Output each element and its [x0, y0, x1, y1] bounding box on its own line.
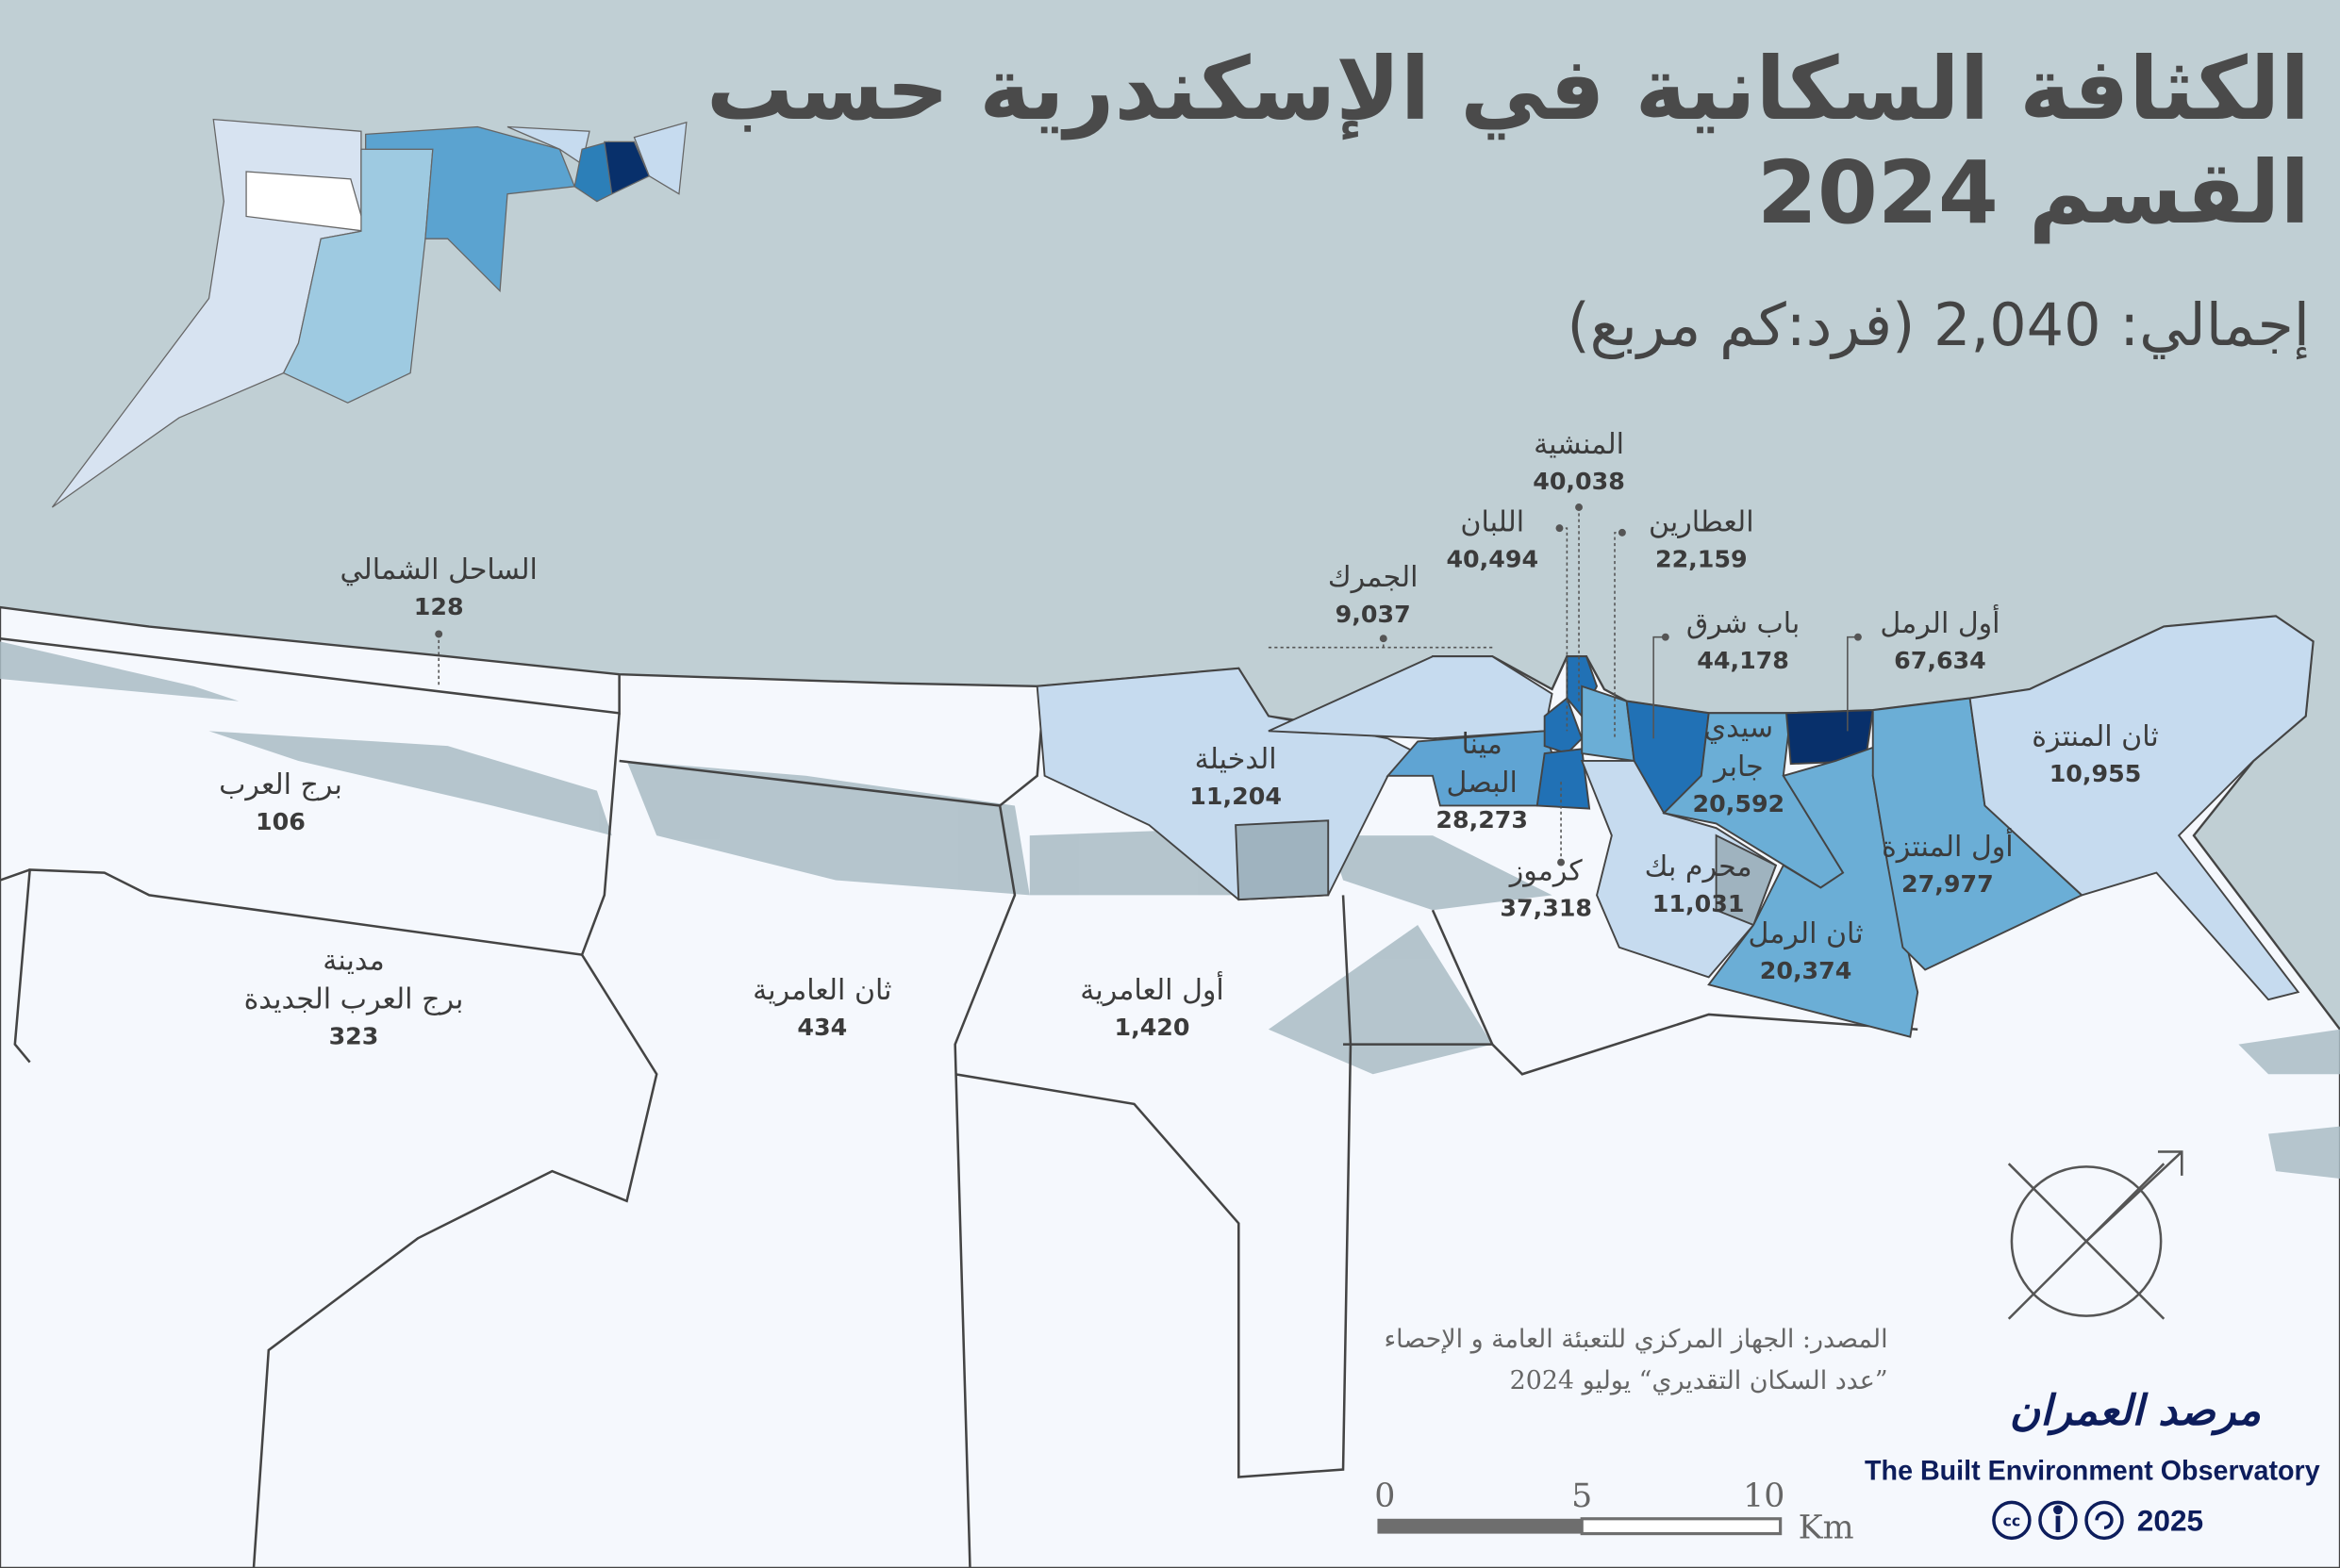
district-name: برج العرب الجديدة [244, 983, 464, 1016]
page-title-line-2: القسم 2024 [1756, 142, 2310, 243]
district-label: سيدي جابر 20,592 [1693, 712, 1785, 817]
district-name: مينا [1461, 728, 1502, 761]
district-label: الساحل الشمالي 128 [340, 553, 538, 620]
scale-tick-10: 10 [1743, 1477, 1784, 1515]
district-name: أول العامرية [1080, 970, 1224, 1007]
district-name: باب شرق [1686, 607, 1800, 640]
district-name: كرموز [1508, 855, 1584, 888]
district-density-value: 40,038 [1533, 468, 1625, 495]
north-arrow-icon [2007, 1150, 2183, 1320]
district-thani-montaza [1968, 615, 2315, 1001]
logo-english: The Built Environment Observatory [1865, 1456, 2320, 1487]
district-density-value: 20,374 [1760, 957, 1852, 984]
license-icons: cc [1992, 1500, 2124, 1541]
districts-east [1036, 615, 2315, 1038]
source-line-1: المصدر: الجهاز المركزي للتعبئة العامة و … [1385, 1325, 1888, 1354]
district-label: برج العرب 106 [219, 768, 342, 835]
page-subtitle: إجمالي: 2,040 (فرد:كم مربع) [1567, 290, 2310, 359]
district-label: أول العامرية 1,420 [1080, 970, 1224, 1041]
district-name: الدخيلة [1195, 743, 1277, 776]
district-label: اللبان 40,494 [1446, 505, 1538, 572]
leader-dots [435, 503, 1862, 867]
district-density-value: 11,204 [1189, 783, 1282, 810]
district-name: محرم بك [1645, 850, 1752, 883]
district-label: ثان المنتزة 10,955 [2032, 720, 2158, 787]
district-label: كرموز 37,318 [1500, 855, 1592, 922]
district-density-value: 40,494 [1446, 545, 1538, 572]
district-density-value: 9,037 [1336, 601, 1411, 628]
district-name: برج العرب [219, 768, 342, 801]
district-dekheila-gray [1235, 819, 1330, 901]
district-label: ثان العامرية 434 [753, 974, 891, 1041]
district-name: العطارين [1649, 505, 1754, 538]
district-density-value: 11,031 [1652, 890, 1745, 917]
district-label: محرم بك 11,031 [1645, 850, 1752, 917]
district-name: ثان العامرية [753, 974, 891, 1007]
page-title-line-1: الكثافة السكانية في الإسكندرية حسب [705, 39, 2310, 140]
district-label: باب شرق 44,178 [1686, 607, 1800, 674]
district-density-value: 106 [256, 808, 306, 835]
district-density-value: 22,159 [1655, 545, 1748, 572]
district-density-value: 27,977 [1901, 870, 1994, 898]
district-name: الساحل الشمالي [340, 553, 538, 586]
source-line-2: ”عدد السكان التقديري“ يوليو 2024 [1510, 1366, 1888, 1395]
district-labban [1543, 696, 1584, 755]
district-density-value: 1,420 [1114, 1014, 1189, 1041]
district-label: الدخيلة 11,204 [1189, 743, 1282, 810]
district-density-value: 37,318 [1500, 895, 1592, 922]
logo-arabic: مرصد العمران [2010, 1387, 2262, 1436]
district-density-value: 67,634 [1894, 647, 1986, 674]
district-label: مدينة برج العرب الجديدة 323 [244, 944, 464, 1049]
district-name: اللبان [1460, 505, 1524, 538]
by-icon [2038, 1500, 2078, 1541]
district-density-value: 28,273 [1436, 806, 1528, 834]
district-name: ثان المنتزة [2032, 720, 2158, 753]
district-labels: الساحل الشمالي 128 برج العرب 106 مدينة برج ال… [219, 428, 2159, 1050]
district-name: البصل [1446, 767, 1517, 800]
scale-unit: Km [1799, 1509, 1854, 1546]
district-name: أول المنتزة [1882, 827, 2014, 864]
district-density-value: 434 [797, 1014, 847, 1041]
district-name: المنشية [1534, 428, 1624, 461]
district-name: سيدي [1704, 712, 1774, 745]
district-density-value: 10,955 [2050, 760, 2142, 787]
inset-map [51, 118, 688, 508]
district-name: جابر [1712, 751, 1764, 784]
district-label: مينا البصل 28,273 [1436, 728, 1528, 834]
district-label: أول الرمل 67,634 [1880, 603, 2000, 674]
district-name: الجمرك [1328, 561, 1419, 594]
district-density-value: 44,178 [1697, 647, 1789, 674]
district-name: مدينة [323, 944, 384, 977]
district-density-value: 128 [414, 593, 464, 620]
scale-bar: 0 5 10 Km [1374, 1477, 1853, 1546]
district-label: العطارين 22,159 [1649, 505, 1754, 572]
district-density-value: 323 [329, 1023, 379, 1050]
cc-icon: cc [1992, 1500, 2032, 1541]
district-label: المنشية 40,038 [1533, 428, 1625, 495]
district-label: ثان الرمل 20,374 [1749, 917, 1864, 984]
district-karmouz [1535, 748, 1591, 810]
agriculture-lakes [0, 641, 2340, 1180]
license-year: 2025 [2137, 1503, 2203, 1537]
scale-tick-0: 0 [1374, 1477, 1395, 1515]
district-gomrok [1268, 655, 1553, 740]
district-density-value: 20,592 [1693, 790, 1785, 817]
district-label: أول المنتزة 27,977 [1882, 827, 2014, 898]
sa-icon [2084, 1500, 2124, 1541]
district-name: أول الرمل [1880, 603, 2000, 640]
scale-tick-5: 5 [1571, 1477, 1592, 1515]
district-name: ثان الرمل [1749, 917, 1864, 950]
svg-text:cc: cc [2003, 1512, 2021, 1530]
district-label: الجمرك 9,037 [1328, 561, 1419, 628]
